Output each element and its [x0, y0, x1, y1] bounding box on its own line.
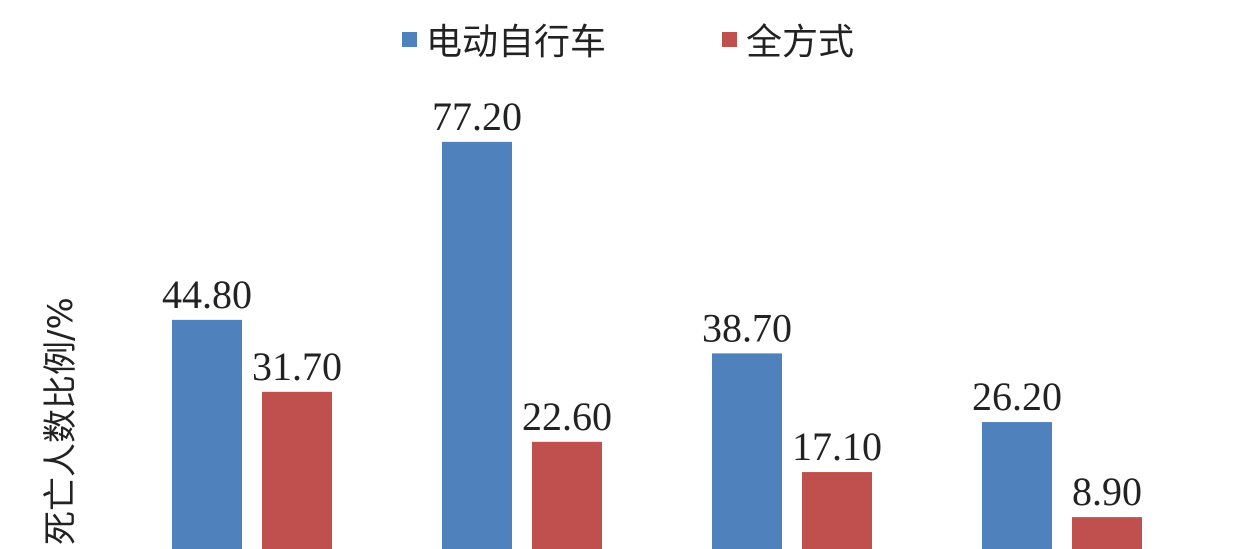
legend-swatch [722, 32, 737, 47]
data-label: 22.60 [522, 394, 612, 439]
bars: 44.80 77.20 38.70 26.20 31.70 22.60 17.10 8.90 [162, 94, 1142, 549]
data-label: 8.90 [1072, 469, 1142, 514]
bar-all-4 [1072, 517, 1142, 549]
legend-label: 电动自行车 [426, 22, 606, 63]
bar-all-1 [262, 391, 332, 549]
bar-ebike-1 [172, 319, 242, 549]
bar-all-3 [802, 472, 872, 549]
bar-ebike-4 [982, 422, 1052, 549]
legend: 电动自行车 全方式 [402, 22, 854, 63]
y-axis-label: 死亡人数比例/% [41, 297, 81, 545]
data-label: 77.20 [432, 94, 522, 139]
data-label: 17.10 [792, 424, 882, 469]
data-label: 31.70 [252, 344, 342, 389]
legend-label: 全方式 [746, 22, 854, 63]
data-label: 38.70 [702, 305, 792, 350]
legend-swatch [402, 32, 417, 47]
bar-ebike-2 [442, 141, 512, 549]
data-label: 26.20 [972, 374, 1062, 419]
bar-all-2 [532, 441, 602, 549]
bar-ebike-3 [712, 353, 782, 549]
data-label: 44.80 [162, 272, 252, 317]
